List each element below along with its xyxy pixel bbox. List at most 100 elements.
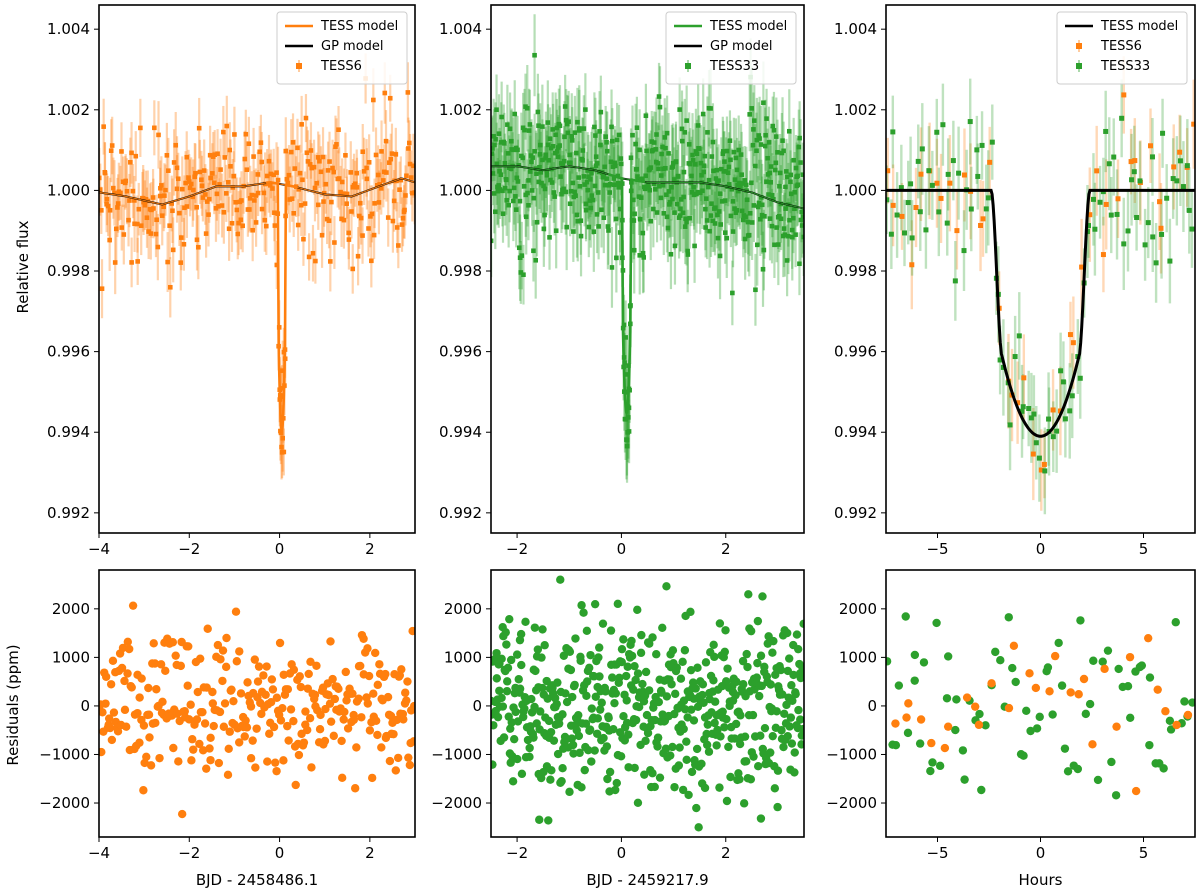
data-point bbox=[113, 226, 119, 232]
residual-point bbox=[1126, 713, 1135, 722]
data-point bbox=[494, 107, 499, 113]
residual-point bbox=[304, 669, 313, 679]
data-point bbox=[517, 198, 523, 204]
data-point bbox=[657, 183, 662, 189]
data-point bbox=[112, 260, 118, 265]
residual-point bbox=[735, 775, 744, 784]
residual-point bbox=[214, 758, 224, 768]
residual-point bbox=[354, 694, 363, 703]
y-tick-label: 1.000 bbox=[834, 181, 877, 199]
x-axis-label: BJD - 2459217.9 bbox=[586, 871, 708, 889]
data-point bbox=[360, 233, 365, 238]
residual-point bbox=[756, 814, 766, 823]
data-point bbox=[559, 191, 564, 197]
residual-point bbox=[151, 718, 160, 728]
data-point bbox=[221, 129, 226, 135]
residual-point bbox=[397, 665, 406, 674]
residual-point bbox=[792, 630, 802, 639]
legend-label: TESS33 bbox=[1100, 59, 1150, 74]
data-point bbox=[590, 197, 596, 203]
x-tick-label: −2 bbox=[506, 540, 528, 558]
data-point bbox=[587, 198, 593, 203]
data-point bbox=[229, 220, 235, 226]
data-point bbox=[338, 189, 343, 195]
residual-point bbox=[259, 671, 268, 680]
data-point bbox=[532, 52, 537, 58]
residual-point bbox=[698, 680, 708, 689]
x-axis-label: Hours bbox=[1019, 871, 1063, 889]
legend-point-swatch bbox=[1076, 43, 1082, 49]
data-point bbox=[725, 170, 731, 176]
residual-point bbox=[662, 692, 672, 701]
residual-point bbox=[571, 634, 580, 643]
data-point bbox=[491, 171, 496, 176]
data-point bbox=[684, 118, 689, 123]
residual-point bbox=[149, 639, 158, 648]
p1-errorbars bbox=[99, 53, 415, 480]
residual-point bbox=[117, 663, 127, 673]
residual-point bbox=[1054, 638, 1063, 648]
data-point bbox=[339, 179, 345, 185]
residual-point bbox=[177, 809, 187, 819]
data-point bbox=[259, 206, 265, 212]
y-tick-label: 1.004 bbox=[47, 20, 90, 38]
data-point bbox=[768, 179, 773, 185]
data-point bbox=[743, 214, 748, 220]
residual-point bbox=[691, 684, 700, 693]
data-point bbox=[614, 137, 620, 143]
data-point bbox=[800, 214, 804, 220]
data-point bbox=[115, 201, 121, 206]
residual-point bbox=[710, 718, 719, 728]
residual-point bbox=[135, 693, 144, 702]
residual-point bbox=[1165, 716, 1175, 726]
data-point bbox=[709, 154, 715, 159]
residual-point bbox=[610, 698, 619, 708]
data-point bbox=[502, 185, 508, 191]
data-point bbox=[623, 372, 629, 377]
residual-point bbox=[310, 690, 320, 700]
data-point bbox=[717, 253, 723, 259]
residual-point bbox=[686, 607, 695, 617]
data-point bbox=[358, 200, 363, 206]
data-point bbox=[346, 230, 351, 236]
residual-point bbox=[559, 651, 569, 660]
data-point bbox=[767, 216, 773, 221]
residual-point bbox=[678, 657, 687, 667]
data-point bbox=[307, 162, 313, 167]
data-point bbox=[940, 122, 946, 128]
data-point bbox=[1177, 158, 1183, 164]
data-point bbox=[491, 151, 495, 157]
data-point bbox=[799, 223, 804, 228]
y-tick-label: −1000 bbox=[826, 745, 877, 763]
data-point bbox=[280, 435, 285, 441]
residual-point bbox=[120, 705, 130, 715]
residual-point bbox=[579, 608, 588, 617]
data-point bbox=[278, 430, 284, 436]
residual-point bbox=[1123, 681, 1133, 691]
data-point bbox=[1070, 340, 1076, 346]
residual-point bbox=[220, 699, 230, 708]
data-point bbox=[580, 148, 586, 153]
data-point bbox=[295, 145, 300, 151]
residual-point bbox=[1125, 652, 1135, 662]
data-point bbox=[631, 197, 636, 203]
residual-point bbox=[198, 707, 207, 717]
residual-point bbox=[756, 731, 765, 740]
residual-point bbox=[152, 685, 161, 694]
residual-point bbox=[698, 690, 707, 700]
data-point bbox=[577, 183, 583, 189]
residual-point bbox=[644, 686, 654, 695]
data-point bbox=[301, 236, 306, 242]
residual-point bbox=[195, 739, 204, 749]
data-point bbox=[390, 218, 396, 224]
residual-point bbox=[553, 749, 563, 759]
residual-point bbox=[121, 722, 131, 731]
residual-point bbox=[748, 710, 758, 720]
data-point bbox=[650, 147, 656, 153]
residual-point bbox=[793, 644, 803, 654]
data-point bbox=[754, 137, 760, 143]
legend-label: GP model bbox=[321, 39, 384, 54]
data-point bbox=[567, 152, 572, 158]
